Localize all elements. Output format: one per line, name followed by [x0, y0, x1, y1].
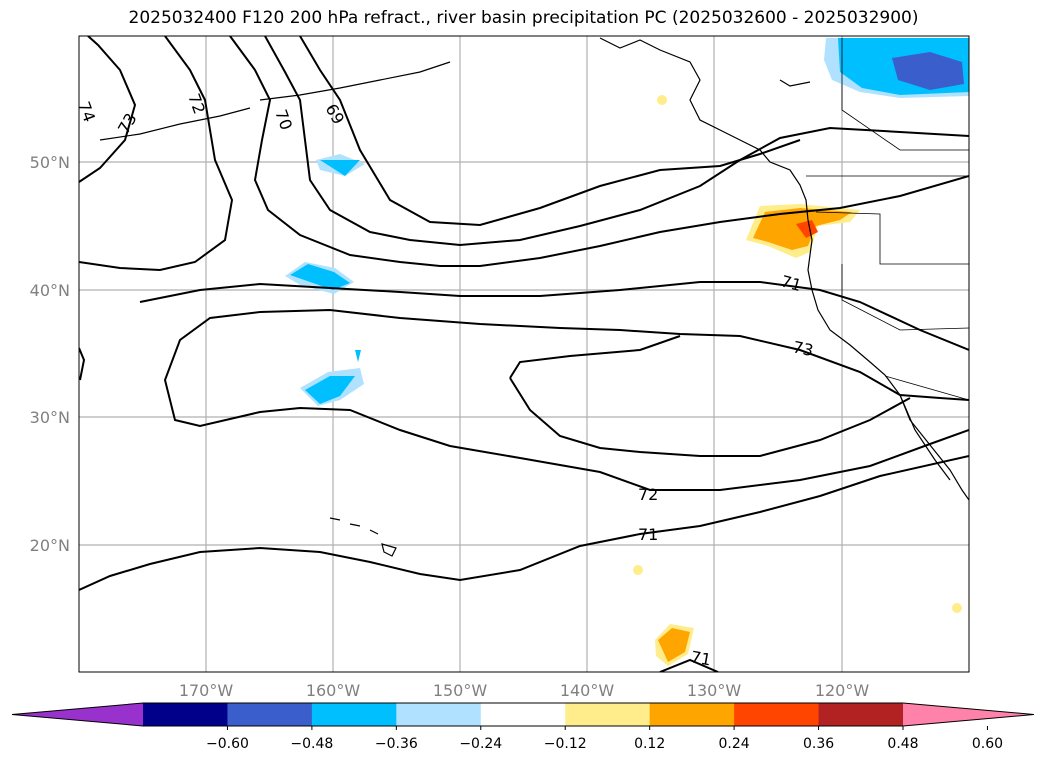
contour-74: [79, 36, 137, 183]
colorbar-tick-label: 0.12: [634, 736, 665, 752]
contour-label: 74: [74, 99, 99, 125]
precip-negative-mid-c: [305, 376, 355, 404]
colorbar-tick-label: 0.48: [887, 736, 918, 752]
lat-label: 30°N: [30, 408, 70, 427]
map-frame: [78, 35, 970, 673]
contour-70: [264, 36, 969, 247]
precip-positive-spot-b: [633, 565, 643, 575]
contour-edge-west: [79, 347, 86, 381]
contour-73-inner-bottom: [509, 377, 911, 457]
contour-71-north: [139, 281, 969, 351]
colorbar-tick-label: −0.12: [544, 736, 587, 752]
colorbar-tick-label: −0.60: [206, 736, 249, 752]
contour-label: 71: [689, 647, 712, 669]
contour-72-south: [163, 311, 969, 491]
refractivity-contours: [79, 36, 969, 672]
lat-label: 20°N: [30, 536, 70, 555]
lon-label: 130°W: [687, 681, 742, 700]
aleutian-chain: [259, 61, 451, 101]
longitude-labels: 170°W 160°W 150°W 140°W 130°W 120°W: [179, 681, 870, 700]
lon-label: 160°W: [306, 681, 361, 700]
colorbar-cell: [227, 703, 313, 726]
lat-label: 50°N: [30, 153, 70, 172]
contour-71-bottom: [659, 658, 719, 672]
colorbar-outline: [11, 702, 1035, 727]
precip-positive-strong-or: [796, 220, 818, 238]
contour-73-inner-top: [509, 335, 681, 379]
colorbar-tick-label: −0.24: [459, 736, 502, 752]
colorbar-extend-max: [903, 703, 1034, 726]
precip-positive-mid-s: [658, 628, 690, 662]
colorbar-ticks: −0.60 −0.48 −0.36 −0.24 −0.12 0.12 0.24 0.36 0.4…: [206, 726, 1003, 752]
contour-label: 72: [638, 485, 658, 504]
map-title: 2025032400 F120 200 hPa refract., river …: [128, 8, 919, 28]
contour-73-mid: [259, 308, 969, 401]
colorbar-cell: [734, 703, 820, 726]
colorbar-tick-label: −0.48: [290, 736, 333, 752]
colorbar-tick-label: 0.24: [719, 736, 750, 752]
colorbar-tick-label: 0.60: [972, 736, 1003, 752]
hawaii-islands: [329, 517, 397, 557]
contour-label: 71: [638, 525, 658, 544]
colorbar-tick-label: −0.36: [375, 736, 418, 752]
graticule: [79, 36, 969, 672]
contour-73-west: [79, 36, 234, 272]
coastlines: [99, 37, 969, 557]
colorbar-tick-label: 0.36: [803, 736, 834, 752]
precip-negative-strong-ne: [892, 52, 964, 90]
border-us-mexico: [884, 375, 969, 401]
precip-negative-mid-d: [355, 350, 361, 362]
colorbar-cell: [818, 703, 904, 726]
lon-label: 120°W: [815, 681, 870, 700]
latitude-labels: 50°N 40°N 30°N 20°N: [30, 153, 70, 555]
lat-label: 40°N: [30, 281, 70, 300]
colorbar-cell: [143, 703, 228, 726]
contour-label: 73: [791, 337, 815, 360]
colorbar-cell: [649, 703, 735, 726]
border-states-b: [841, 264, 969, 331]
map-plot-area: [79, 36, 969, 672]
contour-72-north: [229, 36, 969, 267]
colorbar-cell: [565, 703, 651, 726]
precip-negative-mid-a: [320, 160, 360, 176]
lon-label: 140°W: [560, 681, 615, 700]
colorbar-extend-min: [12, 703, 143, 726]
lon-label: 170°W: [179, 681, 234, 700]
colorbar: −0.60 −0.48 −0.36 −0.24 −0.12 0.12 0.24 0.36 0.4…: [11, 702, 1035, 752]
colorbar-cell: [480, 703, 566, 726]
border-states-a: [815, 211, 969, 265]
precip-shading: [285, 38, 969, 666]
lon-label: 150°W: [433, 681, 488, 700]
contour-label: 71: [779, 272, 804, 296]
colorbar-cells: [11, 702, 1035, 727]
contour-71-south: [79, 455, 969, 591]
colorbar-cell: [311, 703, 397, 726]
coast-fragment-a: [779, 79, 811, 87]
precip-negative-mid-b: [290, 264, 350, 290]
contour-69: [299, 36, 801, 227]
colorbar-cell: [396, 703, 482, 726]
precip-positive-spot-a: [657, 95, 667, 105]
precip-positive-spot-c: [952, 603, 962, 613]
